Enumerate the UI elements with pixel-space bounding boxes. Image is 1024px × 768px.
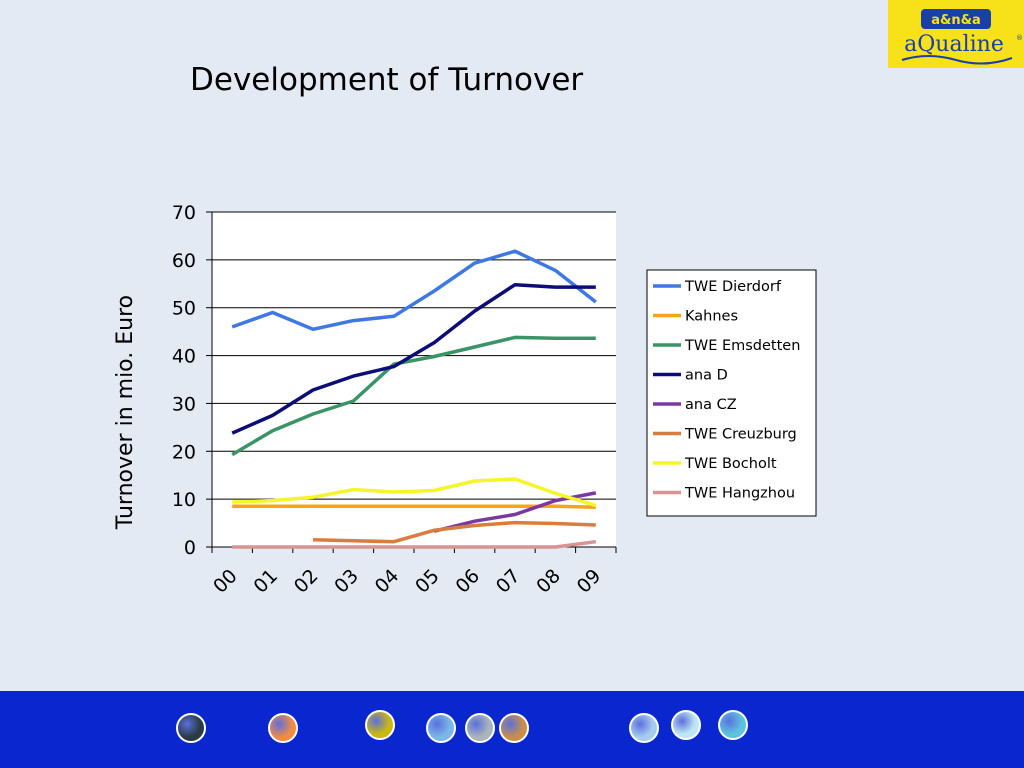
x-tick-label: 04 <box>371 565 404 598</box>
fabric-turquoise-icon[interactable] <box>718 710 748 740</box>
y-axis-label: Turnover in mio. Euro <box>113 295 138 530</box>
y-tick-label: 70 <box>172 202 196 224</box>
legend-box <box>646 269 817 517</box>
x-tick-label: 06 <box>451 565 484 598</box>
x-tick-label: 07 <box>492 565 525 598</box>
logo-badge <box>921 9 991 29</box>
x-tick-label: 00 <box>209 565 242 598</box>
series-line-twe-hangzhou <box>232 539 597 549</box>
fabric-brown-icon[interactable] <box>499 713 529 743</box>
y-axis-ticks: 0 10 20 30 40 50 60 70 <box>172 202 212 559</box>
series-line-twe-bocholt <box>232 477 597 508</box>
y-tick-label: 50 <box>172 298 196 320</box>
y-tick-label: 0 <box>184 537 196 559</box>
y-tick-label: 10 <box>172 489 196 511</box>
x-tick-label: 09 <box>573 565 606 598</box>
fabric-yellow-icon[interactable] <box>365 710 395 740</box>
fabric-lightblue-icon[interactable] <box>426 713 456 743</box>
logo-registered-mark: ® <box>1016 34 1023 42</box>
fabric-paleblue-icon[interactable] <box>629 713 659 743</box>
series-line-twe-emsdetten <box>231 335 596 457</box>
x-tick-label: 01 <box>249 565 282 598</box>
series-line-ana-d <box>231 282 596 435</box>
series-line-twe-creuzburg <box>312 520 596 544</box>
logo-top-text: a&n&a <box>931 13 980 28</box>
legend-label: TWE Creuzburg <box>684 427 797 443</box>
legend-label: TWE Bocholt <box>684 456 777 472</box>
y-tick-label: 30 <box>172 393 196 415</box>
footer-bar <box>0 691 1024 768</box>
series-line-twe-dierdorf <box>231 249 597 332</box>
x-tick-label: 03 <box>330 565 363 598</box>
company-logo[interactable]: a&n&a aQualine ® <box>888 0 1024 68</box>
x-tick-label: 05 <box>411 565 444 598</box>
chart-legend: TWE Dierdorf Kahnes TWE Emsdetten ana D ana … <box>646 269 817 517</box>
legend-label: TWE Emsdetten <box>684 338 800 354</box>
x-tick-label: 02 <box>290 565 323 598</box>
logo-graphic: a&n&a aQualine ® <box>901 9 1023 65</box>
y-tick-label: 60 <box>172 250 196 272</box>
fabric-dark-icon[interactable] <box>176 713 206 743</box>
fabric-orange-icon[interactable] <box>268 713 298 743</box>
legend-label: TWE Hangzhou <box>684 486 795 502</box>
plot-area <box>212 212 616 547</box>
slide-title: Development of Turnover <box>190 62 584 98</box>
logo-brand-text: aQualine <box>904 32 1004 57</box>
y-tick-label: 40 <box>172 346 196 368</box>
chart-grid <box>212 211 616 547</box>
chart-series <box>231 249 597 549</box>
fabric-grey-icon[interactable] <box>465 713 495 743</box>
x-tick-label: 08 <box>532 565 565 598</box>
logo-wave <box>901 55 1013 65</box>
legend-label: TWE Dierdorf <box>684 279 782 295</box>
y-tick-label: 20 <box>172 441 196 463</box>
legend-label: Kahnes <box>685 309 738 325</box>
legend-label: ana CZ <box>685 397 737 413</box>
fabric-cyan-icon[interactable] <box>671 710 701 740</box>
legend-label: ana D <box>685 368 728 384</box>
x-axis-ticks: 00 01 02 03 04 05 06 07 08 09 <box>209 565 605 598</box>
